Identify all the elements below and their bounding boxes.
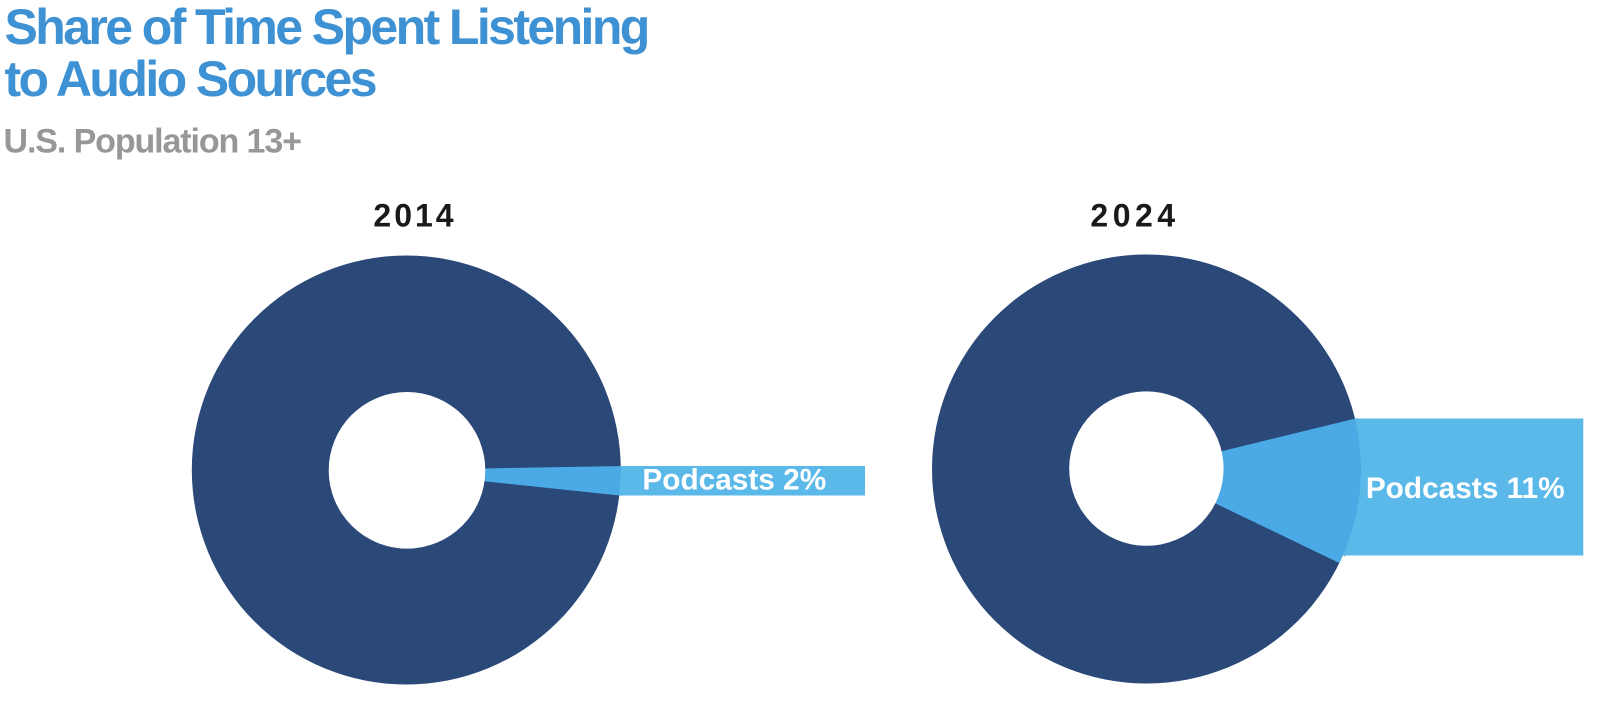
svg-text:Podcasts 2%: Podcasts 2% xyxy=(642,463,826,496)
svg-text:2014: 2014 xyxy=(373,198,456,234)
svg-text:2024: 2024 xyxy=(1090,197,1179,233)
svg-text:U.S. Population 13+: U.S. Population 13+ xyxy=(4,123,302,161)
svg-text:Share of Time Spent Listening: Share of Time Spent Listening xyxy=(5,0,648,55)
svg-text:Podcasts 11%: Podcasts 11% xyxy=(1366,472,1565,505)
svg-text:to Audio Sources: to Audio Sources xyxy=(5,51,376,107)
